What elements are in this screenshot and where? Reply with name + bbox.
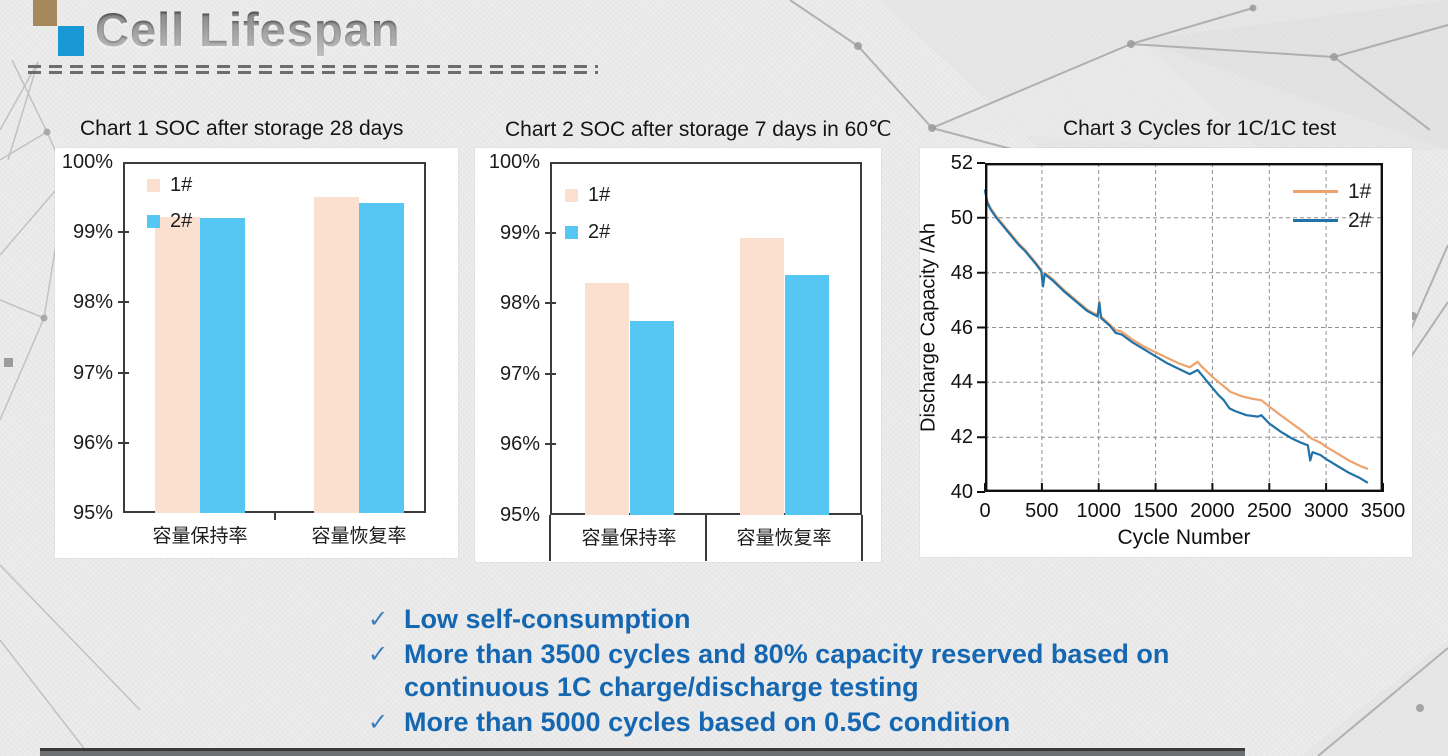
chart1-panel: 100% 99% 98% 97% 96% 95% 容量保持率 容量恢复率 1# 2# (55, 148, 458, 558)
legend-label: 2# (170, 210, 193, 232)
x-tick-label: 3500 (1360, 500, 1406, 522)
bar-1#-容量恢复率 (740, 238, 784, 515)
bullet-list: ✓ Low self-consumption ✓ More than 3500 … (368, 603, 1288, 741)
bar-1#-容量恢复率 (314, 197, 359, 513)
y-tick-label: 99% (72, 221, 113, 244)
y-tick-label: 52 (950, 152, 973, 174)
chart3-title: Chart 3 Cycles for 1C/1C test (1063, 117, 1337, 140)
y-tick-label: 50 (950, 206, 973, 229)
chart3-panel: 52 50 48 46 44 42 40 0 500 1000 1500 2000 2500 3000 35… (917, 148, 1412, 557)
legend-swatch-1# (565, 188, 578, 202)
y-tick-label: 97% (72, 361, 113, 384)
x-tick-label: 0 (979, 500, 991, 522)
x-category-label: 容量保持率 (152, 526, 248, 547)
bar-2#-容量保持率 (200, 218, 245, 513)
y-tick-mark (545, 443, 556, 446)
x-tick-label: 3000 (1303, 500, 1349, 522)
chart2-panel: 100% 99% 98% 97% 96% 95% 容量保持率 容量恢复率 1# 2# (475, 148, 881, 562)
legend-row: 2# (147, 211, 192, 231)
y-tick-label: 100% (488, 151, 540, 173)
bottom-divider-bar (40, 748, 1245, 756)
y-tick-mark (545, 231, 556, 234)
x-center-tick (273, 513, 276, 520)
legend-label: 1# (1348, 180, 1372, 203)
y-axis-title: Discharge Capacity /Ah (917, 223, 940, 432)
bar-2#-容量恢复率 (785, 274, 829, 515)
x-category-label: 容量恢复率 (311, 526, 407, 547)
legend-label: 1# (170, 174, 193, 196)
bullet-text: More than 5000 cycles based on 0.5C cond… (404, 707, 1011, 737)
plot-frame (985, 163, 1384, 493)
logo-square-tan (33, 0, 57, 26)
legend-row: 2# (1293, 210, 1371, 231)
chart2-title: Chart 2 SOC after storage 7 days in 60℃ (505, 118, 892, 141)
legend-row: 1# (147, 175, 192, 195)
bullet-item: ✓ Low self-consumption (368, 603, 1288, 636)
y-tick-mark (118, 371, 129, 374)
chart1-title: Chart 1 SOC after storage 28 days (80, 117, 404, 140)
bullet-item: ✓ More than 3500 cycles and 80% capacity… (368, 638, 1288, 704)
title-underline-dashes (28, 65, 598, 74)
bullet-text: Low self-consumption (404, 604, 691, 634)
grid-lines (985, 163, 1383, 492)
legend-label: 2# (1348, 209, 1372, 232)
y-tick-label: 40 (950, 481, 973, 503)
y-tick-label: 95% (72, 502, 113, 524)
x-tick-label: 1000 (1076, 500, 1121, 522)
bar-2#-容量恢复率 (359, 202, 404, 513)
legend-swatch-1# (147, 178, 160, 192)
check-icon: ✓ (368, 709, 389, 736)
x-category-label: 容量保持率 (581, 528, 677, 549)
legend-line-1# (1293, 190, 1338, 193)
y-tick-mark (118, 231, 129, 234)
y-tick-label: 96% (72, 431, 113, 454)
x-tick-label: 2500 (1247, 500, 1292, 522)
logo-square-blue (58, 26, 84, 56)
legend-row: 1# (1293, 181, 1371, 202)
series-line-2# (983, 189, 1369, 484)
x-tick-label: 2000 (1190, 500, 1235, 522)
bullet-item: ✓ More than 5000 cycles based on 0.5C co… (368, 706, 1288, 739)
y-tick-label: 100% (61, 151, 113, 173)
bullet-text: More than 3500 cycles and 80% capacity r… (404, 639, 1170, 702)
bar-2#-容量保持率 (630, 320, 674, 515)
y-tick-mark (545, 302, 556, 305)
y-tick-label: 97% (499, 362, 540, 385)
line-plot-svg (977, 162, 1384, 493)
legend-line-2# (1293, 219, 1338, 222)
legend-swatch-2# (565, 225, 578, 239)
y-tick-label: 42 (950, 426, 973, 449)
y-tick-label: 46 (950, 316, 973, 339)
y-tick-label: 98% (72, 291, 113, 314)
y-tick-mark (118, 301, 129, 304)
y-tick-label: 99% (499, 221, 540, 244)
x-axis-table-line (861, 515, 863, 561)
y-tick-label: 44 (950, 371, 973, 394)
page-title: Cell Lifespan (95, 3, 401, 56)
y-tick-label: 95% (499, 504, 540, 526)
y-tick-mark (118, 441, 129, 444)
legend-swatch-2# (147, 214, 160, 228)
x-axis-title: Cycle Number (1117, 526, 1251, 549)
legend-row: 2# (565, 222, 610, 242)
bar-1#-容量保持率 (585, 283, 629, 515)
x-tick-label: 1500 (1133, 500, 1178, 522)
check-icon: ✓ (368, 606, 389, 633)
x-category-label: 容量恢复率 (736, 528, 832, 549)
legend-row: 1# (565, 185, 610, 205)
legend-label: 2# (588, 221, 611, 243)
x-axis-table-line (705, 515, 707, 561)
check-icon: ✓ (368, 641, 389, 668)
x-axis-table-line (549, 515, 551, 561)
legend-label: 1# (588, 184, 611, 206)
y-tick-mark (545, 372, 556, 375)
bar-1#-容量保持率 (155, 216, 200, 513)
y-tick-label: 48 (950, 261, 973, 284)
y-tick-label: 98% (499, 292, 540, 315)
series-line-1# (983, 189, 1369, 470)
y-tick-label: 96% (499, 433, 540, 456)
x-tick-label: 500 (1025, 500, 1059, 522)
